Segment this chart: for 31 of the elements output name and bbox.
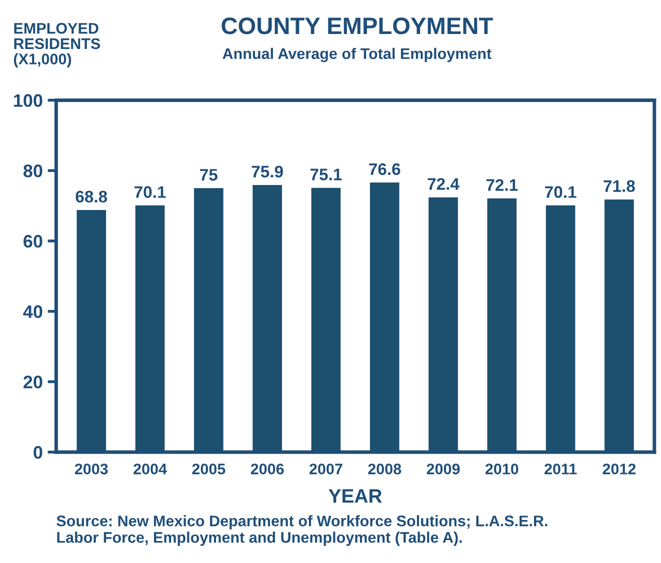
y-tick-label: 100 xyxy=(14,94,42,107)
data-label: 75.1 xyxy=(310,168,342,180)
y-tick-label: 0 xyxy=(34,446,42,459)
x-tick-label: 2007 xyxy=(310,464,342,474)
x-tick-label: 2012 xyxy=(602,464,636,474)
y-tick-label: 20 xyxy=(24,376,42,388)
x-tick-label: 2006 xyxy=(250,464,284,474)
data-label: 70.1 xyxy=(545,186,576,198)
x-tick-label: 2009 xyxy=(426,464,460,474)
x-axis-title: YEAR xyxy=(328,489,382,503)
data-label: 72.4 xyxy=(428,178,460,190)
x-tick-label: 2003 xyxy=(74,464,108,474)
chart-title: COUNTY EMPLOYMENT xyxy=(222,18,493,34)
y-axis-title: EMPLOYED RESIDENTS (X1,000) xyxy=(14,22,100,68)
x-tick-label: 2010 xyxy=(485,464,518,474)
x-tick-label: 2005 xyxy=(192,464,226,474)
data-label: 70.1 xyxy=(134,186,166,198)
data-label: 72.1 xyxy=(486,179,518,191)
y-tick-label: 40 xyxy=(23,305,42,318)
y-tick-label: 80 xyxy=(23,164,42,178)
data-label: 68.8 xyxy=(76,190,108,203)
data-label: 75 xyxy=(200,169,218,181)
source-note: Source: New Mexico Department of Workforce Solutions; L.A.S.E.R. Labor Force, Employment and Unemployment (Table A). xyxy=(56,515,548,546)
x-tick-label: 2004 xyxy=(134,464,167,474)
chart-subtitle: Annual Average of Total Employment xyxy=(222,48,492,62)
data-label: 75.9 xyxy=(252,166,283,178)
x-tick-label: 2011 xyxy=(544,464,577,474)
y-tick-label: 60 xyxy=(24,234,42,248)
data-label: 71.8 xyxy=(604,180,635,192)
x-tick-label: 2008 xyxy=(368,464,402,474)
data-label: 76.6 xyxy=(369,163,400,176)
